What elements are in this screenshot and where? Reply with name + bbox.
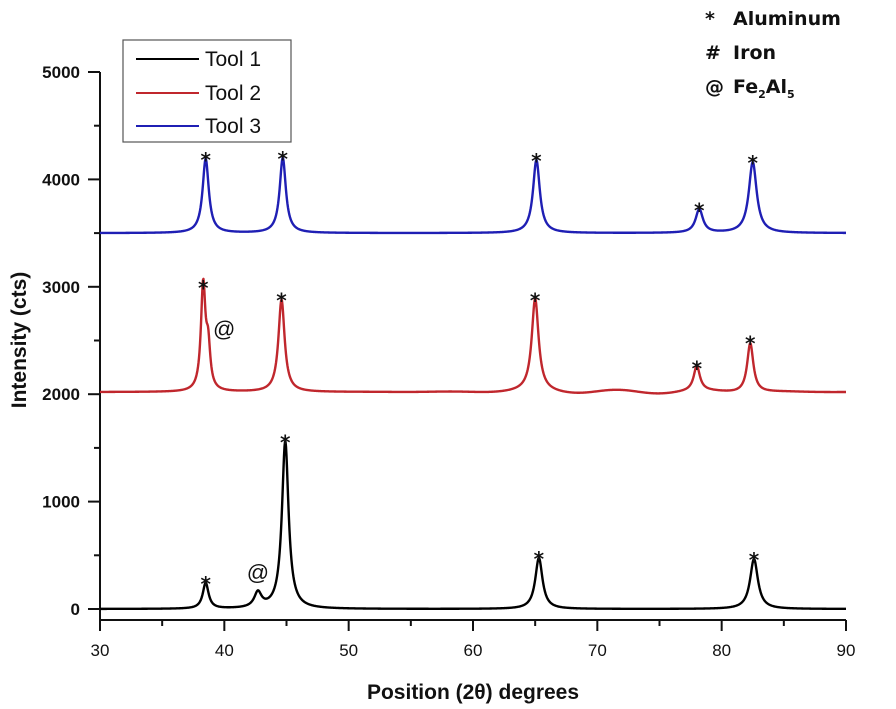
aluminum-marker: * <box>278 147 289 171</box>
x-tick-label: 60 <box>464 641 483 660</box>
phase-name: Iron <box>733 42 777 64</box>
aluminum-marker: * <box>534 547 545 571</box>
legend-label-tool-1: Tool 1 <box>205 48 261 71</box>
fe2al5-marker: @ <box>213 316 235 341</box>
x-tick-label: 70 <box>588 641 607 660</box>
peak-markers: * @** **@* **** * *** <box>198 147 760 596</box>
y-tick-label: 1000 <box>42 493 80 512</box>
x-tick-label: 40 <box>215 641 234 660</box>
legend: Tool 1 Tool 2 Tool 3 <box>122 39 292 143</box>
legend-label-tool-2: Tool 2 <box>205 82 261 105</box>
aluminum-marker: * <box>530 289 541 313</box>
series-layer <box>99 156 847 611</box>
phase-key-fe2al5: @ Fe2Al5 <box>705 76 795 101</box>
y-tick-label: 0 <box>71 600 80 619</box>
series-line-tool-3 <box>99 156 847 235</box>
legend-label-tool-3: Tool 3 <box>205 115 261 138</box>
aluminum-marker: * <box>200 572 211 596</box>
x-tick-label: 80 <box>712 641 731 660</box>
aluminum-marker: * <box>749 548 760 572</box>
x-axis-title: Position (2θ) degrees <box>367 681 579 704</box>
phase-name: Fe2Al5 <box>733 76 795 101</box>
aluminum-marker: * <box>200 148 211 172</box>
aluminum-marker: * <box>748 151 759 175</box>
series-line-tool-2 <box>99 277 847 395</box>
fe2al5-marker: @ <box>247 560 269 585</box>
x-tick-label: 30 <box>91 641 110 660</box>
aluminum-marker: * <box>692 356 703 380</box>
aluminum-marker: * <box>745 332 756 356</box>
y-tick-label: 2000 <box>42 385 80 404</box>
phase-name: Aluminum <box>733 8 841 30</box>
x-tick-label: 50 <box>339 641 358 660</box>
y-ticks: 0 1000 2000 3000 4000 5000 <box>42 63 100 619</box>
aluminum-marker: * <box>531 149 542 173</box>
series-line-tool-1 <box>99 440 847 611</box>
aluminum-marker: * <box>276 289 287 313</box>
hash-symbol: # <box>705 42 721 64</box>
x-ticks: 30 40 50 60 70 80 90 <box>91 620 856 660</box>
x-tick-label: 90 <box>837 641 856 660</box>
axes: 30 40 50 60 70 80 90 0 1000 2000 3000 4000 5000 <box>42 63 855 660</box>
phase-key-aluminum: * Aluminum <box>705 8 841 30</box>
asterisk-symbol: * <box>705 8 715 30</box>
y-axis-title: Intensity (cts) <box>8 272 31 409</box>
aluminum-marker: * <box>198 276 209 300</box>
phase-key-iron: # Iron <box>705 42 776 64</box>
y-tick-label: 3000 <box>42 278 80 297</box>
aluminum-marker: * <box>694 198 705 222</box>
at-symbol: @ <box>705 76 724 98</box>
y-tick-label: 5000 <box>42 63 80 82</box>
y-tick-label: 4000 <box>42 170 80 189</box>
aluminum-marker: * <box>280 430 291 454</box>
